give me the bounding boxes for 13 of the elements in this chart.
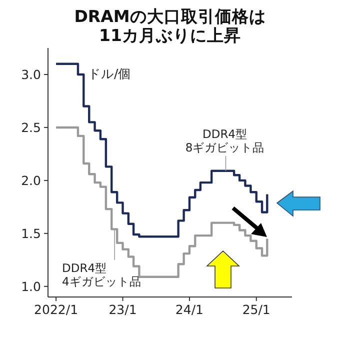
chart-title: DRAMの大口取引価格は 11カ月ぶりに上昇 (74, 7, 266, 45)
y-tick-label: 2.5 (21, 120, 41, 135)
x-tick-label: 2022/1 (34, 302, 78, 317)
x-tick-label: 23/1 (108, 302, 137, 317)
y-tick-label: 1.5 (21, 226, 41, 241)
text: DDR4型 8ギガビット品 (185, 127, 265, 154)
y-tick-label: 3.0 (21, 66, 42, 82)
x-tick-label: 25/1 (242, 302, 270, 317)
y-tick-label: 1.0 (21, 278, 42, 294)
series-label: DDR4型 4ギガビット品 (62, 261, 142, 288)
x-tick-label: 24/1 (175, 302, 204, 317)
y-axis-title: ドル/個 (88, 66, 132, 81)
y-tick-label: 2.0 (21, 172, 42, 188)
